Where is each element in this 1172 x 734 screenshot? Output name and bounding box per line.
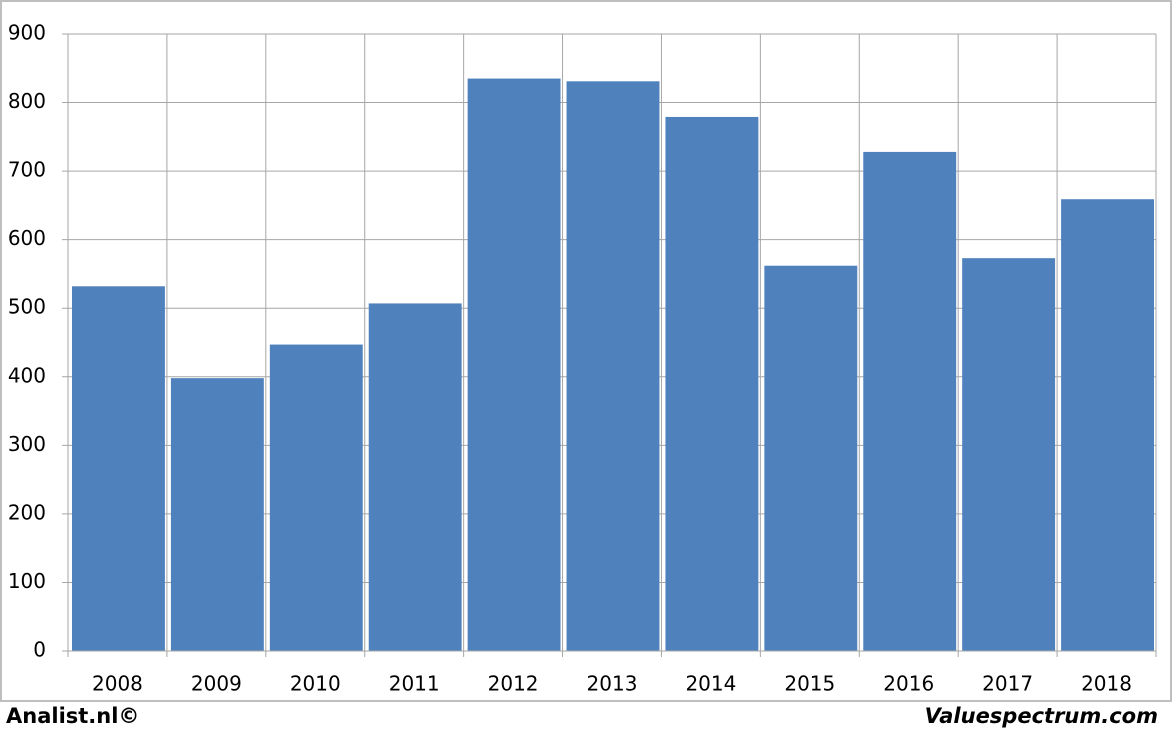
- bar: [1061, 199, 1154, 652]
- y-tick-label: 800: [8, 89, 46, 113]
- bar: [269, 344, 363, 651]
- bar: [962, 258, 1056, 651]
- bar: [72, 286, 165, 651]
- y-tick-label: 300: [8, 432, 46, 456]
- y-tick-label: 0: [33, 638, 46, 662]
- x-tick-label: 2013: [587, 672, 638, 696]
- y-tick-label: 700: [8, 158, 46, 182]
- x-tick-label: 2014: [685, 672, 736, 696]
- y-tick-label: 600: [8, 226, 46, 250]
- bar: [170, 378, 264, 651]
- x-tick-label: 2016: [883, 672, 934, 696]
- bar: [863, 151, 957, 651]
- x-tick-label: 2018: [1081, 672, 1132, 696]
- x-tick-label: 2009: [191, 672, 242, 696]
- x-tick-label: 2010: [290, 672, 341, 696]
- y-tick-label: 100: [8, 569, 46, 593]
- bar: [467, 78, 561, 652]
- y-tick-label: 400: [8, 363, 46, 387]
- footer-right: Valuespectrum.com: [925, 704, 1158, 728]
- y-tick-label: 500: [8, 295, 46, 319]
- x-tick-label: 2015: [784, 672, 835, 696]
- bar: [764, 265, 858, 651]
- y-tick-label: 200: [8, 500, 46, 524]
- x-tick-label: 2017: [982, 672, 1033, 696]
- bar: [368, 303, 462, 651]
- x-tick-label: 2011: [389, 672, 440, 696]
- x-tick-label: 2008: [92, 672, 143, 696]
- bar: [665, 116, 759, 652]
- x-tick-label: 2012: [488, 672, 539, 696]
- footer-left: Analist.nl©: [6, 704, 139, 728]
- y-tick-label: 900: [8, 21, 46, 45]
- bar: [566, 81, 660, 651]
